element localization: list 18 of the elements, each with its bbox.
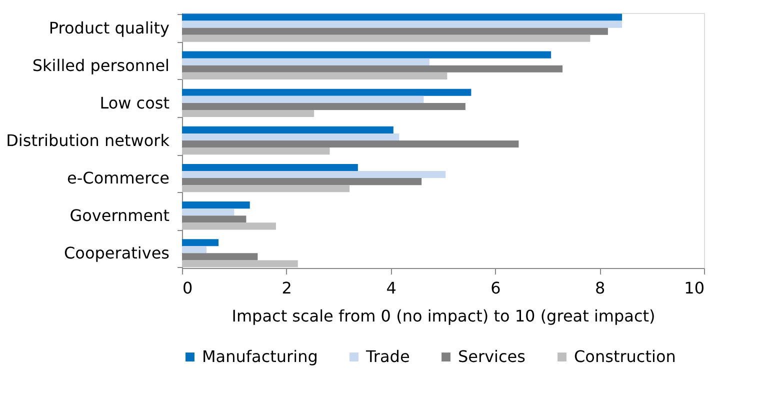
y-tick-label: Government	[70, 206, 170, 226]
x-tick-label: 6	[490, 278, 501, 298]
x-tick-label: 0	[182, 278, 193, 298]
y-tick-label: Product quality	[48, 18, 170, 38]
x-tick-label: 8	[595, 278, 606, 298]
y-tick-label: Low cost	[100, 93, 170, 112]
x-tick-label: 2	[282, 278, 292, 298]
legend-label: Construction	[574, 347, 676, 366]
x-axis-title: Impact scale from 0 (no impact) to 10 (great impact)	[232, 306, 656, 326]
y-tick-label: e-Commerce	[67, 168, 170, 188]
legend-label: Manufacturing	[202, 347, 318, 366]
y-tick-label: Cooperatives	[64, 244, 170, 263]
legend-label: Trade	[365, 347, 410, 366]
legend-label: Services	[458, 347, 526, 366]
x-tick-label: 10	[684, 278, 704, 298]
x-tick-label: 4	[386, 278, 396, 298]
y-tick-label: Distribution network	[6, 131, 170, 150]
y-tick-label: Skilled personnel	[32, 56, 170, 75]
